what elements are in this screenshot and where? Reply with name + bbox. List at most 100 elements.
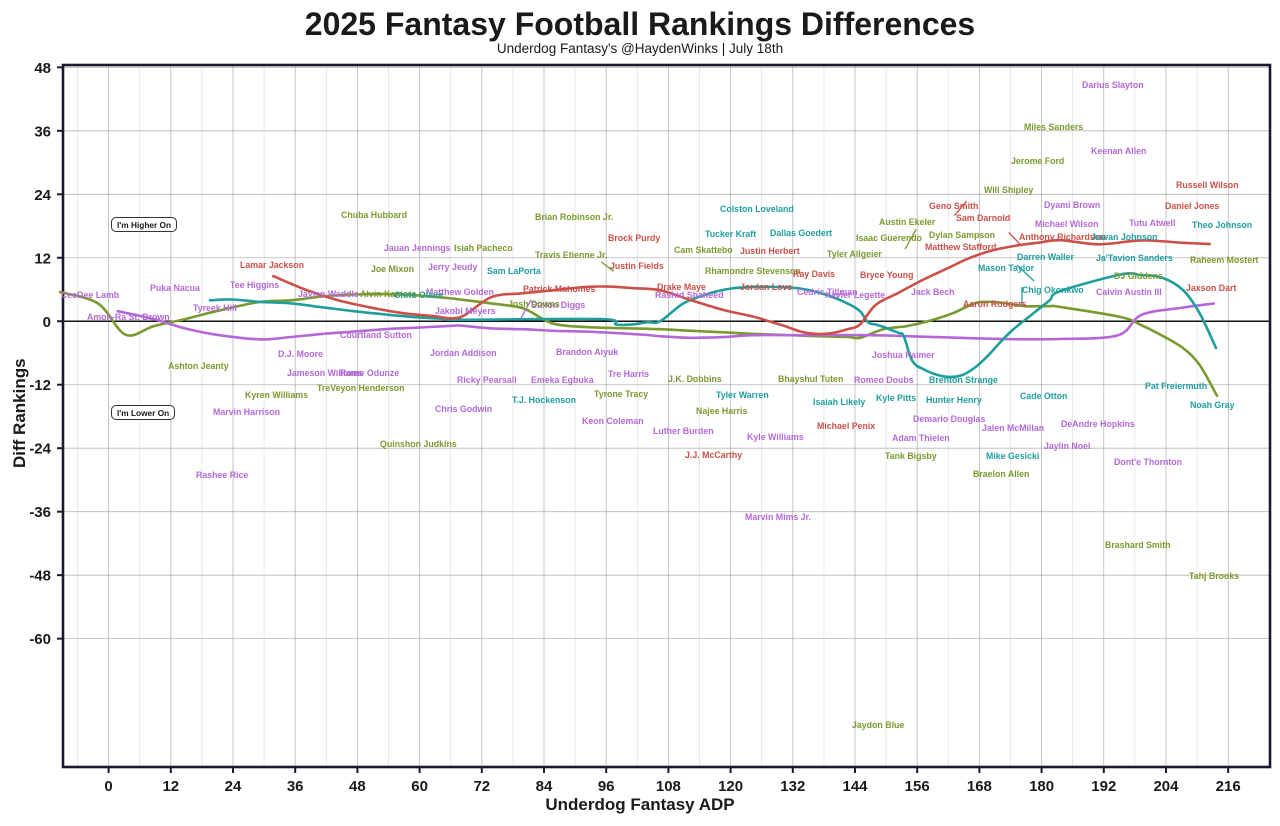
svg-text:120: 120 — [718, 778, 743, 795]
svg-text:Bryce Young: Bryce Young — [860, 270, 913, 280]
svg-text:Michael Wilson: Michael Wilson — [1035, 219, 1098, 229]
svg-text:Braelon Allen: Braelon Allen — [973, 469, 1029, 479]
svg-text:Tyler Warren: Tyler Warren — [716, 390, 769, 400]
svg-text:Kyle Williams: Kyle Williams — [747, 432, 804, 442]
svg-text:Daniel Jones: Daniel Jones — [1165, 201, 1219, 211]
svg-text:Luther Burden: Luther Burden — [653, 426, 714, 436]
svg-text:Jaxson Dart: Jaxson Dart — [1186, 283, 1236, 293]
svg-text:Dallas Goedert: Dallas Goedert — [770, 228, 832, 238]
svg-text:12: 12 — [162, 778, 179, 795]
svg-text:156: 156 — [905, 778, 930, 795]
svg-text:DeAndre Hopkins: DeAndre Hopkins — [1061, 419, 1135, 429]
svg-text:96: 96 — [598, 778, 615, 795]
svg-text:Rome Odunze: Rome Odunze — [340, 368, 399, 378]
svg-text:T.J. Hockenson: T.J. Hockenson — [512, 395, 576, 405]
svg-text:Mason Taylor: Mason Taylor — [978, 263, 1035, 273]
svg-text:Rhamondre Stevenson: Rhamondre Stevenson — [705, 266, 801, 276]
svg-text:Rashid Shaheed: Rashid Shaheed — [655, 290, 723, 300]
svg-text:Ricky Pearsall: Ricky Pearsall — [457, 375, 517, 385]
svg-text:Raheem Mostert: Raheem Mostert — [1190, 255, 1259, 265]
svg-text:Cade Otton: Cade Otton — [1020, 391, 1067, 401]
svg-text:Jaylen Waddle: Jaylen Waddle — [298, 289, 359, 299]
svg-text:Jordan Love: Jordan Love — [740, 282, 792, 292]
svg-text:Tucker Kraft: Tucker Kraft — [705, 229, 756, 239]
svg-text:Emeka Egbuka: Emeka Egbuka — [531, 375, 594, 385]
svg-text:Justin Fields: Justin Fields — [610, 261, 664, 271]
svg-text:24: 24 — [225, 778, 242, 795]
svg-text:Jauan Jennings: Jauan Jennings — [384, 243, 451, 253]
svg-text:Lamar Jackson: Lamar Jackson — [240, 260, 304, 270]
svg-text:Tee Higgins: Tee Higgins — [230, 280, 279, 290]
svg-text:Sam LaPorta: Sam LaPorta — [487, 266, 541, 276]
svg-text:Quinshon Judkins: Quinshon Judkins — [380, 439, 457, 449]
svg-text:36: 36 — [34, 123, 51, 140]
svg-text:Colston Loveland: Colston Loveland — [720, 204, 794, 214]
svg-text:Sam Darnold: Sam Darnold — [956, 213, 1010, 223]
svg-text:Keenan Allen: Keenan Allen — [1091, 146, 1146, 156]
svg-text:Justin Herbert: Justin Herbert — [740, 246, 800, 256]
svg-text:Brian Robinson Jr.: Brian Robinson Jr. — [535, 212, 613, 222]
svg-text:Josh Downs: Josh Downs — [508, 299, 560, 309]
svg-text:72: 72 — [473, 778, 490, 795]
svg-text:J.J. McCarthy: J.J. McCarthy — [685, 450, 742, 460]
svg-text:Puka Nacua: Puka Nacua — [150, 283, 200, 293]
svg-text:Isiah Pacheco: Isiah Pacheco — [454, 243, 513, 253]
svg-text:Najee Harris: Najee Harris — [696, 406, 747, 416]
svg-text:216: 216 — [1216, 778, 1241, 795]
svg-text:Tutu Atwell: Tutu Atwell — [1129, 218, 1175, 228]
svg-text:36: 36 — [287, 778, 304, 795]
svg-text:Jerome Ford: Jerome Ford — [1011, 156, 1064, 166]
svg-text:Mike Gesicki: Mike Gesicki — [986, 451, 1039, 461]
svg-text:CeeDee Lamb: CeeDee Lamb — [61, 290, 120, 300]
svg-text:Will Shipley: Will Shipley — [984, 185, 1033, 195]
svg-text:Tyrone Tracy: Tyrone Tracy — [594, 389, 648, 399]
svg-text:Ray Davis: Ray Davis — [793, 269, 835, 279]
svg-text:132: 132 — [780, 778, 805, 795]
svg-text:Brenton Strange: Brenton Strange — [929, 375, 998, 385]
svg-text:Bhayshul Tuten: Bhayshul Tuten — [778, 374, 843, 384]
svg-text:24: 24 — [34, 187, 51, 204]
svg-text:Geno Smith: Geno Smith — [929, 201, 978, 211]
svg-text:Miles Sanders: Miles Sanders — [1024, 122, 1083, 132]
svg-text:Brock Purdy: Brock Purdy — [608, 233, 660, 243]
svg-text:Austin Ekeler: Austin Ekeler — [879, 217, 936, 227]
svg-text:108: 108 — [656, 778, 681, 795]
svg-text:Chris Olave: Chris Olave — [394, 290, 443, 300]
svg-text:0: 0 — [43, 314, 51, 331]
svg-text:Ja'Tavion Sanders: Ja'Tavion Sanders — [1096, 253, 1173, 263]
svg-text:Pat Freiermuth: Pat Freiermuth — [1145, 381, 1207, 391]
svg-text:Dyami Brown: Dyami Brown — [1044, 200, 1100, 210]
svg-text:Jakobi Meyers: Jakobi Meyers — [435, 306, 496, 316]
svg-text:Kyren Williams: Kyren Williams — [245, 390, 308, 400]
svg-text:168: 168 — [967, 778, 992, 795]
svg-text:Travis Etienne Jr.: Travis Etienne Jr. — [535, 250, 607, 260]
svg-text:Rashee Rice: Rashee Rice — [196, 470, 248, 480]
svg-text:-36: -36 — [29, 504, 51, 521]
svg-text:Marvin Mims Jr.: Marvin Mims Jr. — [745, 512, 811, 522]
svg-text:J.K. Dobbins: J.K. Dobbins — [668, 374, 722, 384]
svg-text:144: 144 — [842, 778, 868, 795]
svg-text:Ashton Jeanty: Ashton Jeanty — [168, 361, 229, 371]
svg-text:180: 180 — [1029, 778, 1054, 795]
svg-text:Cam Skattebo: Cam Skattebo — [674, 245, 733, 255]
svg-text:Calvin Austin III: Calvin Austin III — [1096, 287, 1162, 297]
svg-text:Romeo Doubs: Romeo Doubs — [854, 375, 914, 385]
svg-text:-60: -60 — [29, 631, 51, 648]
svg-text:Chig Okonkwo: Chig Okonkwo — [1022, 285, 1084, 295]
svg-text:204: 204 — [1153, 778, 1179, 795]
svg-text:Tyreek Hill: Tyreek Hill — [193, 303, 237, 313]
svg-text:Michael Penix: Michael Penix — [817, 421, 875, 431]
svg-text:Tyler Allgeier: Tyler Allgeier — [827, 249, 882, 259]
svg-text:Noah Gray: Noah Gray — [1190, 400, 1235, 410]
svg-text:Xavier Legette: Xavier Legette — [825, 290, 885, 300]
svg-text:Brashard Smith: Brashard Smith — [1105, 540, 1171, 550]
svg-text:Jalen McMillan: Jalen McMillan — [982, 423, 1044, 433]
svg-text:Patrick Mahomes: Patrick Mahomes — [523, 284, 595, 294]
svg-text:Joshua Palmer: Joshua Palmer — [872, 350, 935, 360]
svg-text:Jaydon Blue: Jaydon Blue — [852, 720, 904, 730]
svg-text:Matthew Stafford: Matthew Stafford — [925, 242, 996, 252]
svg-text:Tre Harris: Tre Harris — [608, 369, 649, 379]
svg-text:Hunter Henry: Hunter Henry — [926, 395, 982, 405]
svg-text:TreVeyon Henderson: TreVeyon Henderson — [317, 383, 405, 393]
svg-text:Kyle Pitts: Kyle Pitts — [876, 393, 916, 403]
